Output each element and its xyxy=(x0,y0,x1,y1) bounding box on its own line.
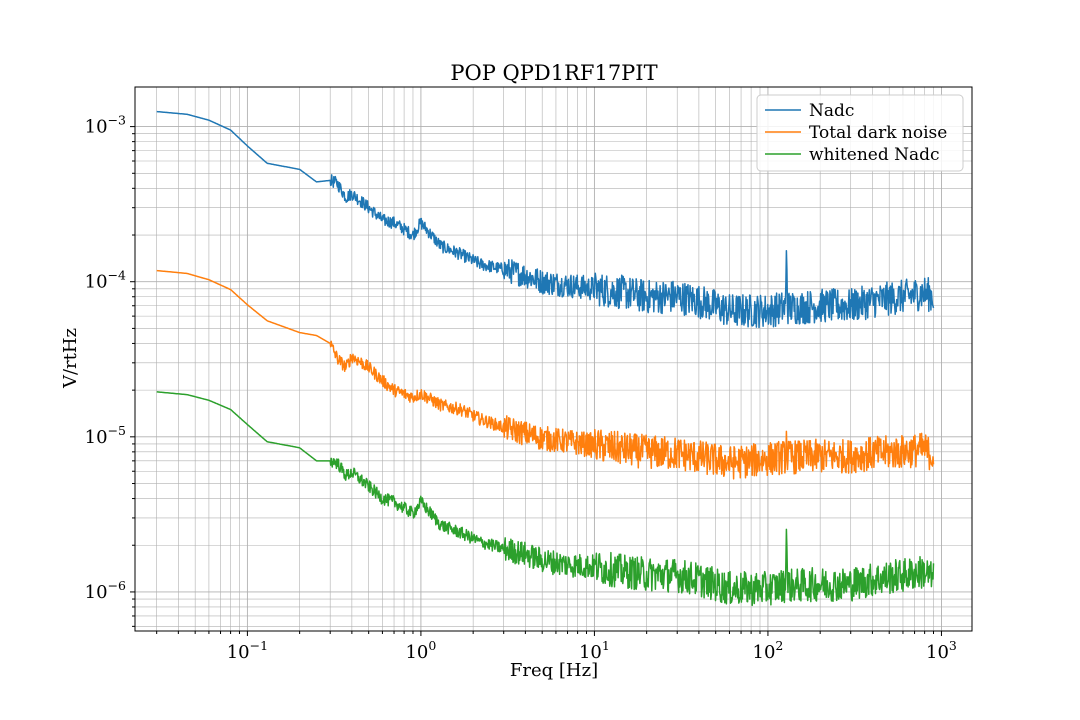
y-tick-label: 10−3 xyxy=(85,113,126,138)
y-axis-ticks: 10−3 10−4 10−5 10−6 xyxy=(85,113,135,627)
series-line-whitened-nadc xyxy=(156,391,935,607)
series-line-nadc xyxy=(156,110,935,329)
legend[interactable]: Nadc Total dark noise whitened Nadc xyxy=(756,94,964,172)
x-tick-label: 103 xyxy=(926,638,957,663)
y-tick-label: 10−4 xyxy=(85,268,126,293)
y-tick-label: 10−6 xyxy=(85,578,126,603)
y-tick-exponent: −5 xyxy=(108,423,126,438)
legend-label-nadc: Nadc xyxy=(809,101,854,121)
minor-gridlines xyxy=(135,87,972,631)
x-tick-exponent: 0 xyxy=(428,638,436,653)
x-tick-exponent: 3 xyxy=(949,638,957,653)
x-tick-label: 10−1 xyxy=(227,638,268,663)
legend-item-whitened-nadc[interactable]: whitened Nadc xyxy=(765,145,940,165)
y-axis-label: V/rtHz xyxy=(60,328,81,389)
legend-item-total-dark-noise[interactable]: Total dark noise xyxy=(765,123,947,143)
legend-item-nadc[interactable]: Nadc xyxy=(765,101,854,121)
y-tick-exponent: −3 xyxy=(108,113,126,128)
series-lines xyxy=(156,110,935,607)
x-axis-label: Freq [Hz] xyxy=(510,660,598,681)
chart-title: POP QPD1RF17PIT xyxy=(450,61,657,85)
series-line-total-dark-noise xyxy=(156,269,935,480)
x-tick-exponent: 2 xyxy=(775,638,783,653)
y-tick-exponent: −6 xyxy=(108,578,126,593)
y-tick-exponent: −4 xyxy=(108,268,126,283)
x-tick-label: 101 xyxy=(579,638,610,663)
legend-label-total-dark-noise: Total dark noise xyxy=(809,123,947,143)
y-tick-label: 10−5 xyxy=(85,423,126,448)
x-tick-exponent: 1 xyxy=(602,638,610,653)
x-tick-exponent: −1 xyxy=(250,638,268,653)
x-axis-ticks: 10−1 100 101 102 103 xyxy=(156,631,957,663)
x-tick-label: 100 xyxy=(405,638,436,663)
plot-area-frame xyxy=(134,86,973,632)
x-tick-label: 102 xyxy=(753,638,784,663)
legend-label-whitened-nadc: whitened Nadc xyxy=(809,145,940,165)
legend-box xyxy=(756,94,964,172)
